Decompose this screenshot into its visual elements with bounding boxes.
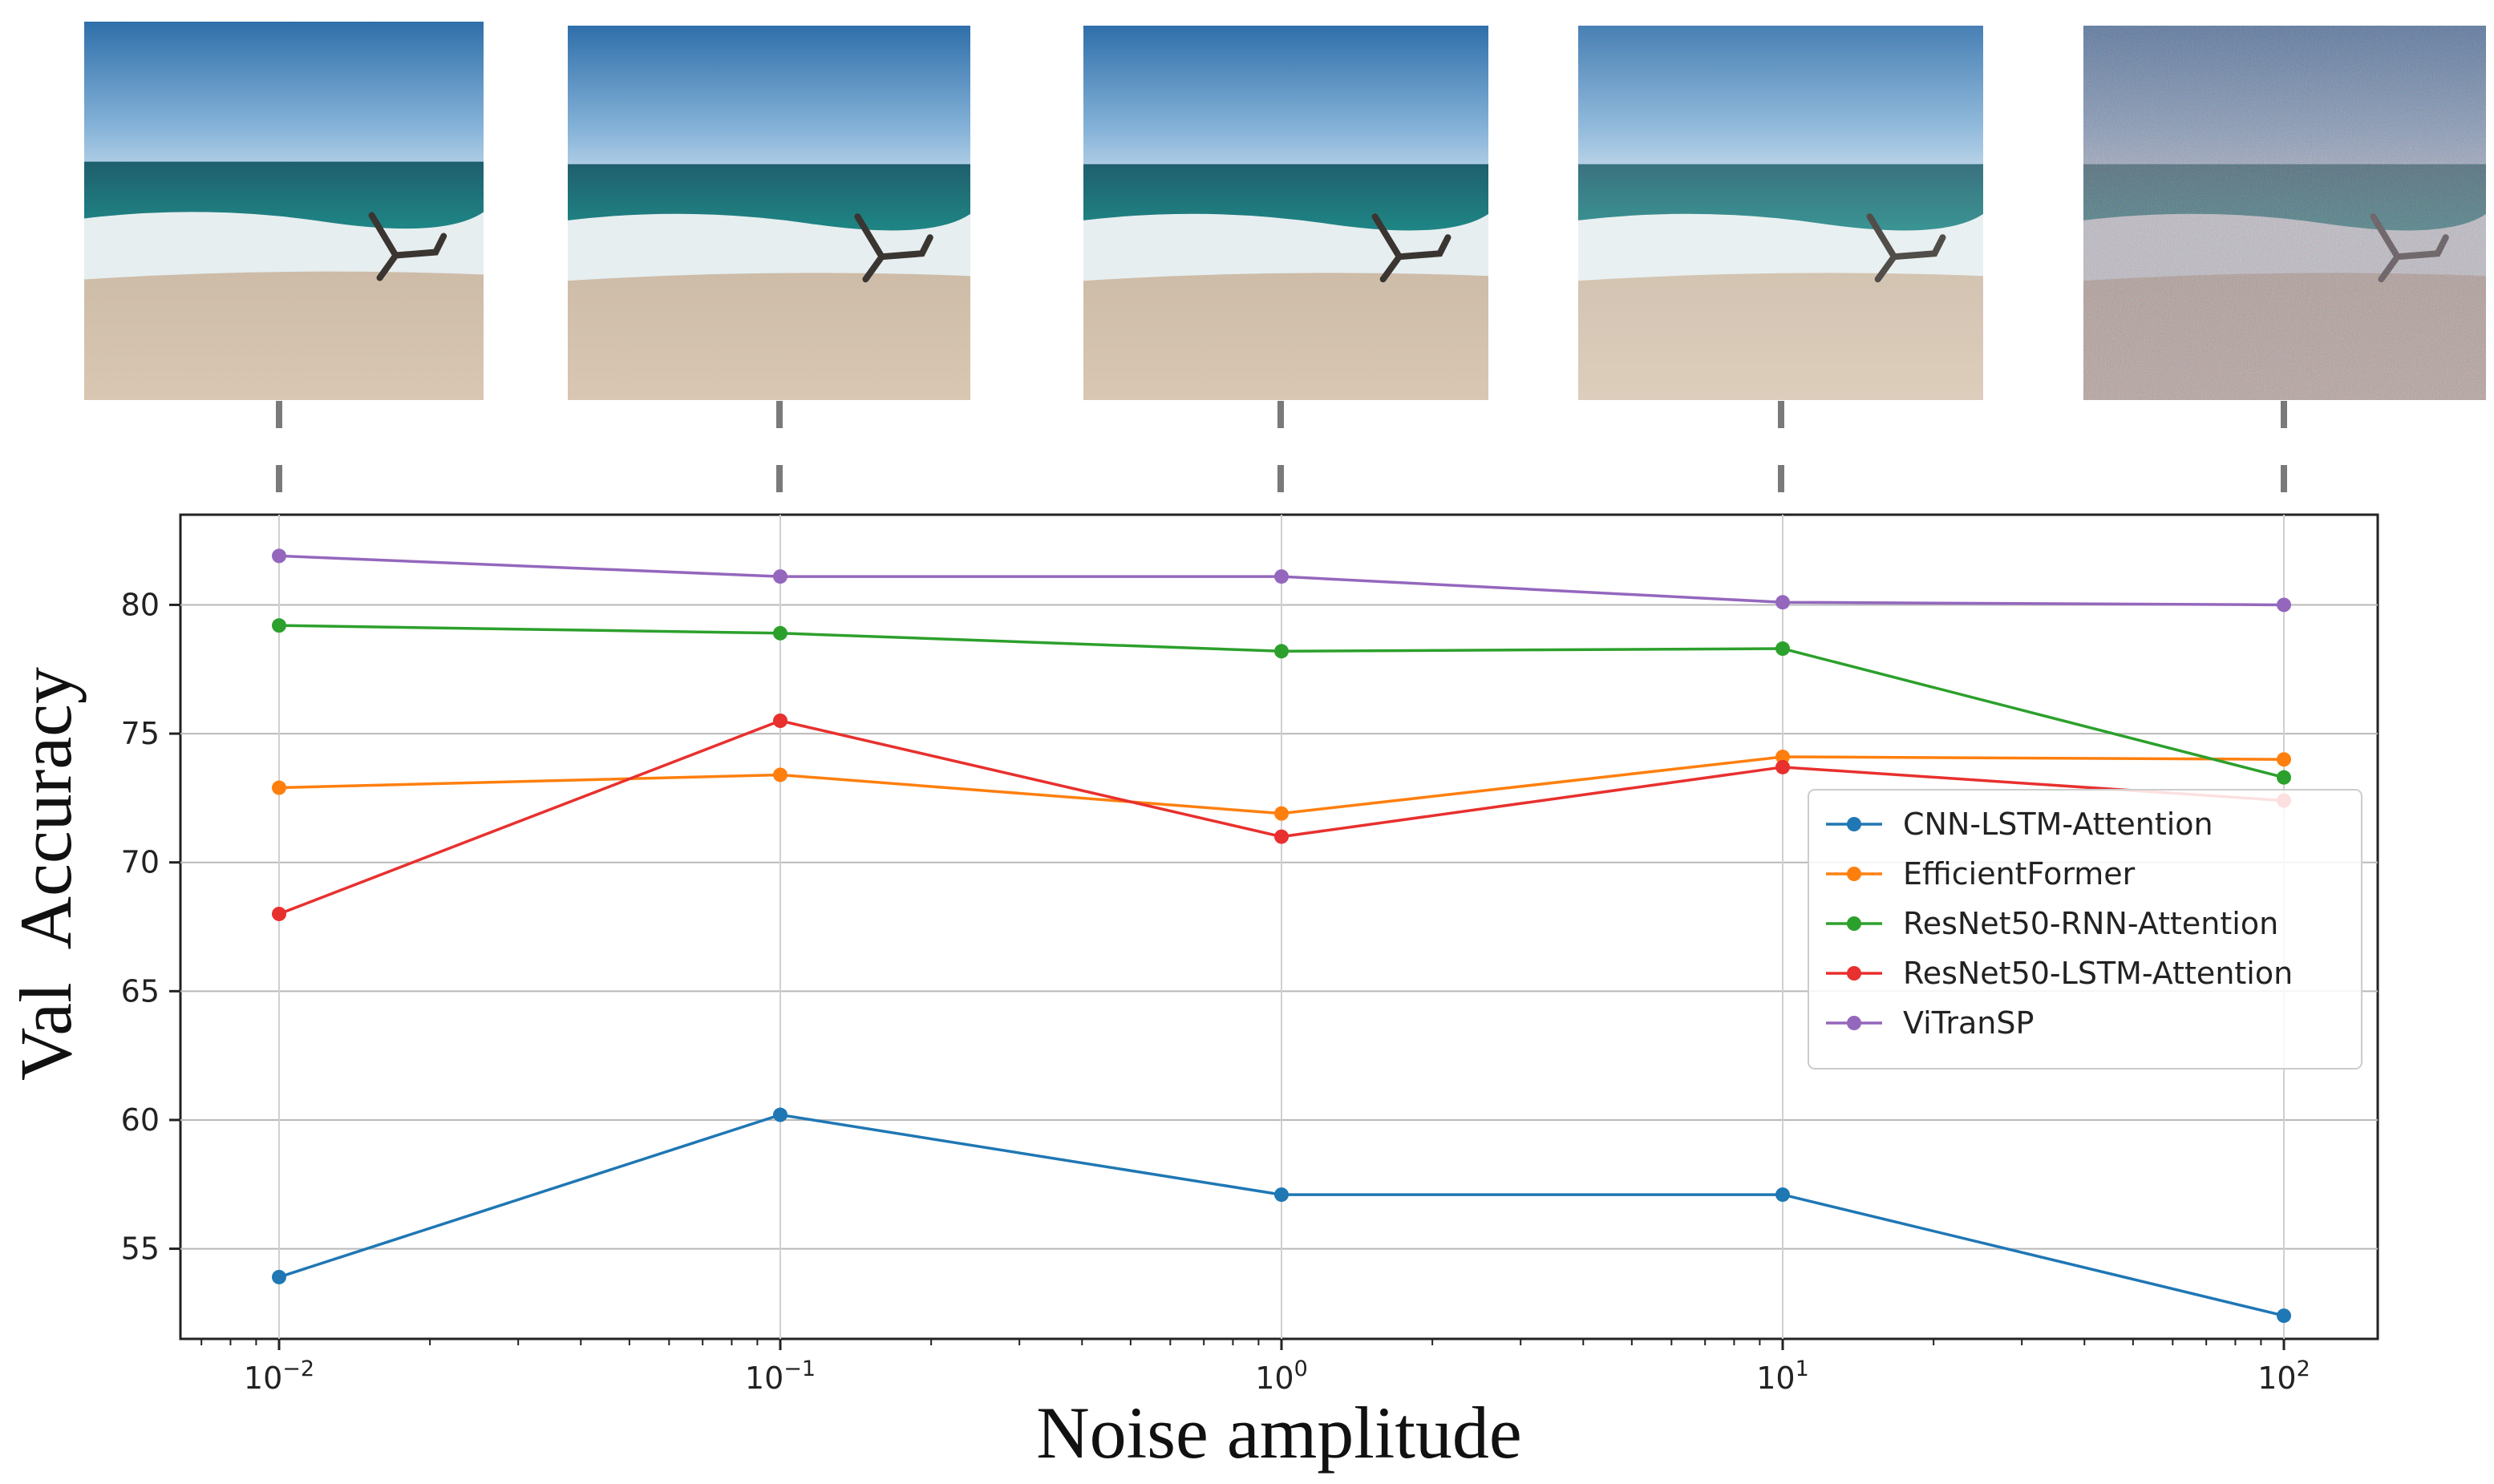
driftwood <box>854 213 933 283</box>
driftwood <box>1866 213 1946 283</box>
y-tick-label: 65 <box>121 973 160 1009</box>
data-point <box>773 767 787 782</box>
x-tick-label: 10−1 <box>745 1357 816 1396</box>
data-point <box>773 625 787 641</box>
data-point <box>1775 749 1790 764</box>
sand <box>1083 273 1488 400</box>
data-point <box>1775 595 1790 610</box>
data-point <box>1775 641 1790 657</box>
legend-label: ResNet50-LSTM-Attention <box>1903 956 2293 991</box>
line-chart: 55 60 65 70 75 80 10−2 10−1 100 101 102 Noise ampl… <box>5 513 2379 1474</box>
legend-marker <box>1847 966 1861 981</box>
driftwood <box>1371 213 1451 283</box>
sand <box>84 271 484 400</box>
x-axis-label: Noise amplitude <box>1036 1392 1522 1474</box>
legend-marker <box>1847 1016 1861 1030</box>
beach-image-noise-0.01 <box>84 22 484 400</box>
series-efficientformer <box>272 749 2291 821</box>
data-point <box>272 548 286 564</box>
data-point <box>773 1107 787 1122</box>
beach-image-noise-0.1 <box>568 26 970 400</box>
y-tick-label: 55 <box>121 1231 160 1267</box>
series-cnn-lstm-attention <box>272 1107 2291 1324</box>
legend-entry: ViTranSP <box>1826 1005 2034 1041</box>
data-point <box>773 569 787 584</box>
data-point <box>1775 1187 1790 1203</box>
data-point <box>2277 752 2291 767</box>
legend-marker <box>1847 867 1861 881</box>
legend-label: EfficientFormer <box>1903 856 2136 892</box>
axes: 55 60 65 70 75 80 10−2 10−1 100 101 102 <box>121 587 2310 1396</box>
series-vitransp <box>272 548 2291 613</box>
data-point <box>2277 770 2291 785</box>
data-point <box>272 780 286 795</box>
haze-overlay <box>1578 26 1983 400</box>
legend-label: ViTranSP <box>1903 1005 2034 1041</box>
data-point <box>1274 829 1289 844</box>
x-tick-label: 100 <box>1255 1357 1308 1396</box>
y-tick-label: 60 <box>121 1102 160 1138</box>
y-tick-label: 70 <box>121 845 160 880</box>
beach-image-noise-10 <box>1578 26 1983 400</box>
data-point <box>272 1269 286 1284</box>
sky <box>1578 26 1983 176</box>
legend: CNN-LSTM-Attention EfficientFormer ResNet5… <box>1808 789 2362 1070</box>
image-connectors <box>276 401 2287 513</box>
sand <box>568 273 970 400</box>
data-point <box>1775 759 1790 774</box>
y-tick-label: 80 <box>121 587 160 622</box>
beach-image-noise-1 <box>1083 26 1488 400</box>
y-axis-label: Val Accuracy <box>5 667 87 1081</box>
legend-marker <box>1847 916 1861 931</box>
x-tick-label: 10−2 <box>244 1357 314 1396</box>
sky <box>84 22 484 173</box>
series-resnet50-rnn-attention <box>272 618 2291 785</box>
x-tick-label: 102 <box>2257 1357 2310 1396</box>
legend-entry: EfficientFormer <box>1826 856 2136 892</box>
legend-label: CNN-LSTM-Attention <box>1903 807 2213 842</box>
y-tick-label: 75 <box>121 716 160 751</box>
data-point <box>1274 569 1289 584</box>
data-point <box>1274 644 1289 659</box>
noise-example-images <box>84 22 2486 400</box>
data-point <box>1274 806 1289 821</box>
legend-marker <box>1847 817 1861 831</box>
data-point <box>2277 597 2291 613</box>
data-point <box>272 618 286 633</box>
data-point <box>2277 1308 2291 1324</box>
x-tick-label: 101 <box>1756 1357 1809 1396</box>
data-series <box>272 548 2291 1324</box>
data-point <box>1274 1187 1289 1203</box>
noise-overlay <box>2083 26 2486 400</box>
data-point <box>272 906 286 921</box>
beach-image-noise-100 <box>2083 26 2486 400</box>
driftwood <box>368 212 447 281</box>
sand <box>1578 273 1983 400</box>
legend-entry: CNN-LSTM-Attention <box>1826 807 2213 842</box>
legend-box <box>1808 789 2362 1070</box>
data-point <box>773 714 787 728</box>
sky <box>568 26 970 176</box>
legend-entry: ResNet50-RNN-Attention <box>1826 906 2278 941</box>
legend-entry: ResNet50-LSTM-Attention <box>1826 956 2293 991</box>
legend-label: ResNet50-RNN-Attention <box>1903 906 2278 941</box>
sky <box>1083 26 1488 176</box>
